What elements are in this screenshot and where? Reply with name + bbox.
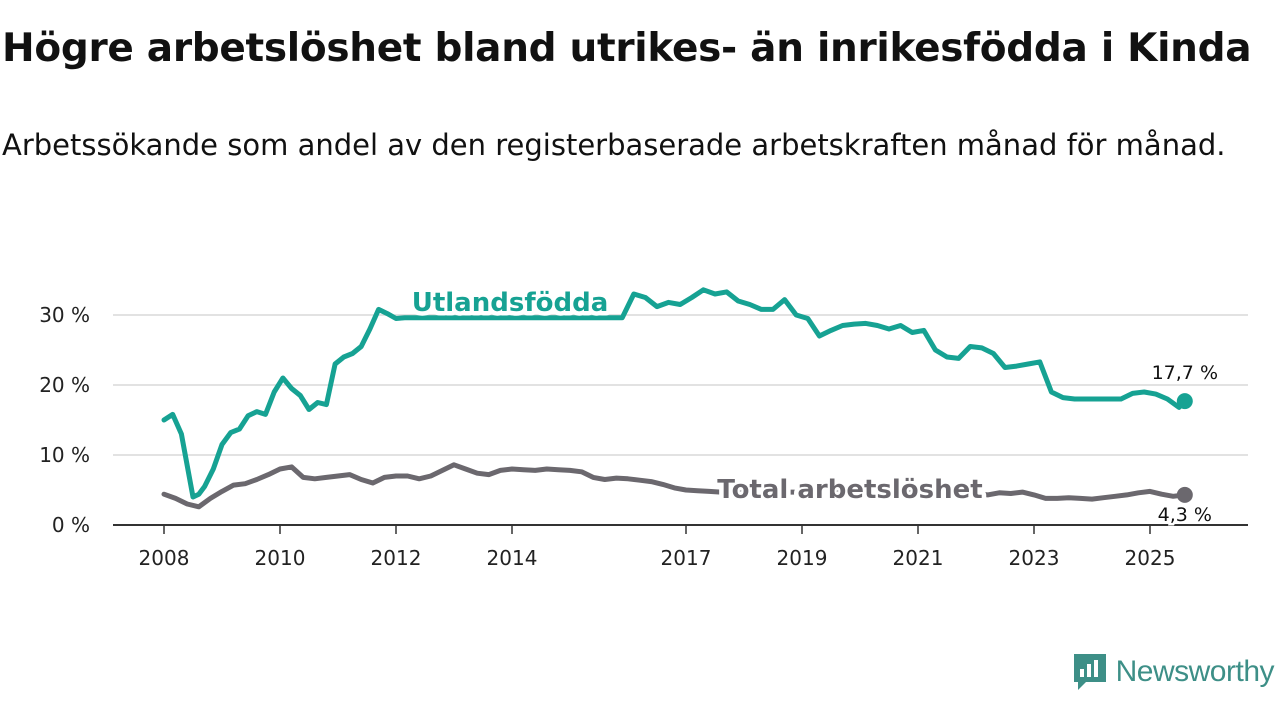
x-tick-label: 2019 — [777, 546, 828, 570]
x-tick-label: 2021 — [893, 546, 944, 570]
y-tick-label: 20 % — [39, 373, 90, 397]
series-label-total-arbetsloshet: Total arbetslöshet — [717, 475, 982, 505]
y-tick-label: 10 % — [39, 443, 90, 467]
series-line-total-arbetsloshet — [161, 462, 1188, 510]
newsworthy-chat-chart-icon — [1073, 654, 1106, 690]
x-tick-label: 2012 — [371, 546, 422, 570]
x-tick-label: 2017 — [661, 546, 712, 570]
newsworthy-logo: Newsworthy — [1072, 652, 1275, 692]
brand-name: Newsworthy — [1115, 655, 1275, 688]
x-tick-label: 2025 — [1125, 546, 1176, 570]
y-tick-label: 30 % — [39, 303, 90, 327]
page-subtitle: Arbetssökande som andel av den registerb… — [2, 128, 1226, 162]
page-title: Högre arbetslöshet bland utrikes- än inr… — [2, 26, 1252, 71]
x-tick-label: 2010 — [255, 546, 306, 570]
end-label-total-arbetsloshet: 4,3 % — [1158, 504, 1212, 526]
x-tick-label: 2023 — [1009, 546, 1060, 570]
x-tick-label: 2014 — [487, 546, 538, 570]
end-point-utlandsfodda — [1176, 393, 1193, 410]
series-label-utlandsfodda: Utlandsfödda — [412, 288, 609, 318]
series-line-utlandsfodda — [161, 287, 1188, 500]
end-label-utlandsfodda: 17,7 % — [1152, 362, 1218, 384]
end-point-total-arbetsloshet — [1176, 486, 1193, 503]
y-tick-label: 0 % — [52, 513, 90, 537]
x-tick-label: 2008 — [139, 546, 190, 570]
